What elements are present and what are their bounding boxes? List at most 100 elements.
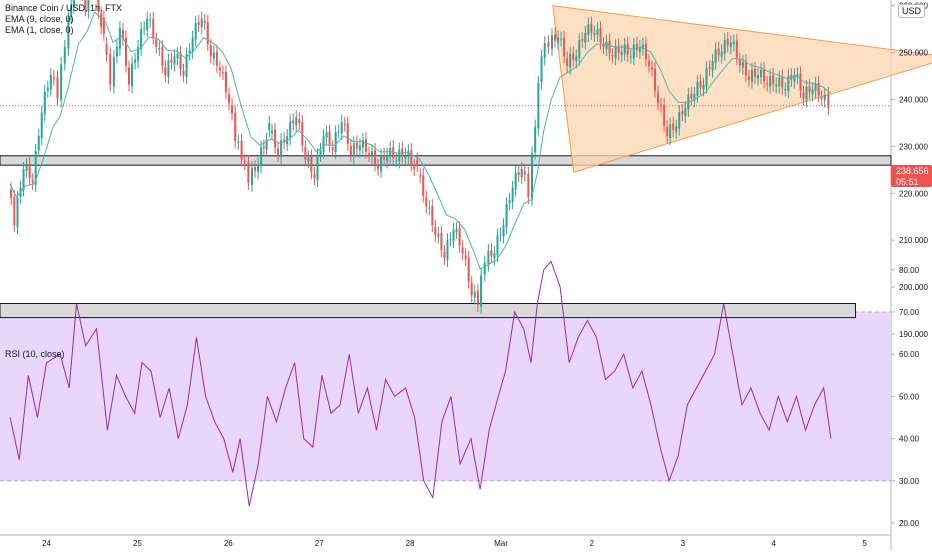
candle-body bbox=[254, 167, 257, 171]
candle-body bbox=[437, 233, 440, 237]
candle-body bbox=[605, 41, 608, 49]
candle-body bbox=[660, 105, 663, 107]
candle-body bbox=[257, 164, 260, 173]
candle-body bbox=[754, 68, 757, 77]
candle-body bbox=[121, 30, 124, 39]
candle-body bbox=[243, 161, 246, 163]
candle-body bbox=[295, 117, 298, 126]
candle-body bbox=[28, 164, 31, 179]
candle-body bbox=[124, 37, 127, 66]
candle-body bbox=[732, 41, 735, 45]
candle-body bbox=[560, 38, 563, 40]
candle-body bbox=[31, 180, 34, 183]
candle-body bbox=[531, 153, 534, 199]
triangle-pattern bbox=[552, 5, 932, 173]
rsi-axis-label: 60.00 bbox=[899, 350, 920, 359]
candle-body bbox=[499, 234, 502, 236]
candle-body bbox=[537, 83, 540, 129]
candle-body bbox=[799, 73, 802, 91]
candle-body bbox=[702, 84, 705, 90]
candle-body bbox=[699, 81, 702, 88]
candle-body bbox=[37, 136, 40, 151]
candle-body bbox=[729, 42, 732, 48]
candle-body bbox=[182, 70, 185, 76]
candle-body bbox=[599, 28, 602, 43]
candle-body bbox=[383, 154, 386, 160]
candle-body bbox=[431, 206, 434, 226]
candle-body bbox=[554, 34, 557, 41]
candle-body bbox=[322, 136, 325, 153]
candle-body bbox=[349, 145, 352, 155]
candle-body bbox=[170, 59, 173, 63]
candle-body bbox=[176, 54, 179, 59]
candle-body bbox=[496, 235, 499, 256]
rsi-axis-label: 80.00 bbox=[899, 266, 920, 275]
candle-body bbox=[493, 253, 496, 259]
time-axis-label: 3 bbox=[681, 539, 686, 548]
candle-body bbox=[206, 21, 209, 44]
candle-body bbox=[480, 275, 483, 307]
candle-body bbox=[769, 76, 772, 87]
candle-body bbox=[584, 32, 587, 43]
candle-body bbox=[569, 54, 572, 68]
candle-body bbox=[102, 17, 105, 34]
candle-body bbox=[52, 76, 55, 79]
candle-body bbox=[517, 172, 520, 176]
candle-body bbox=[726, 39, 729, 46]
candle-body bbox=[277, 148, 280, 155]
time-axis-label: 5 bbox=[862, 539, 867, 548]
candle-body bbox=[152, 18, 155, 38]
symbol-title[interactable]: Binance Coin / USD, 1h, FTX bbox=[5, 3, 123, 13]
candle-body bbox=[669, 124, 672, 138]
candle-body bbox=[310, 156, 313, 173]
candle-body bbox=[823, 94, 826, 101]
candle-body bbox=[708, 67, 711, 69]
ema9-legend[interactable]: EMA (9, close, 0) bbox=[5, 14, 74, 24]
candle-body bbox=[218, 67, 221, 71]
candle-body bbox=[490, 250, 493, 257]
candle-body bbox=[149, 19, 152, 21]
candle-body bbox=[237, 141, 240, 143]
candle-body bbox=[67, 17, 70, 49]
candle-body bbox=[128, 67, 131, 85]
candle-body bbox=[657, 92, 660, 104]
candle-body bbox=[629, 56, 632, 58]
candle-body bbox=[738, 59, 741, 66]
candle-body bbox=[750, 69, 753, 82]
ema1-legend[interactable]: EMA (1, close, 0) bbox=[5, 25, 74, 35]
candle-body bbox=[374, 150, 377, 165]
rsi-legend[interactable]: RSI (10, close) bbox=[5, 349, 65, 359]
candle-body bbox=[638, 46, 641, 52]
rsi-line bbox=[9, 260, 832, 507]
candle-body bbox=[760, 69, 763, 77]
candle-body bbox=[352, 143, 355, 157]
candle-body bbox=[197, 21, 200, 26]
candle-body bbox=[115, 46, 118, 57]
candle-body bbox=[590, 23, 593, 33]
candle-body bbox=[361, 140, 364, 148]
candle-body bbox=[134, 59, 137, 63]
candle-body bbox=[304, 147, 307, 160]
candle-body bbox=[13, 197, 16, 226]
candle-body bbox=[572, 53, 575, 60]
time-axis-label: 4 bbox=[771, 539, 776, 548]
candle-body bbox=[292, 120, 295, 124]
candle-body bbox=[452, 229, 455, 242]
candle-body bbox=[262, 146, 265, 148]
time-axis-label: 24 bbox=[42, 539, 51, 548]
candle-body bbox=[173, 56, 176, 65]
candle-body bbox=[10, 189, 13, 198]
candle-body bbox=[547, 42, 550, 47]
candle-body bbox=[581, 39, 584, 41]
time-axis-label: Mar bbox=[494, 539, 508, 548]
candle-body bbox=[714, 49, 717, 63]
rsi-axis-label: 30.00 bbox=[899, 477, 920, 486]
candle-body bbox=[410, 150, 413, 165]
candle-body bbox=[413, 166, 416, 169]
candle-body bbox=[820, 97, 823, 99]
currency-badge[interactable]: USD bbox=[898, 4, 926, 18]
candle-body bbox=[757, 75, 760, 79]
candle-body bbox=[380, 155, 383, 171]
